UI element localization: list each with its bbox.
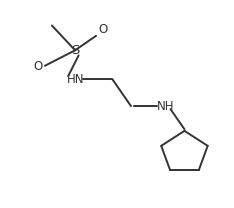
Text: O: O (33, 60, 43, 73)
Text: S: S (71, 44, 79, 57)
Text: HN: HN (66, 73, 84, 86)
Text: NH: NH (157, 100, 175, 113)
Text: O: O (99, 23, 108, 36)
